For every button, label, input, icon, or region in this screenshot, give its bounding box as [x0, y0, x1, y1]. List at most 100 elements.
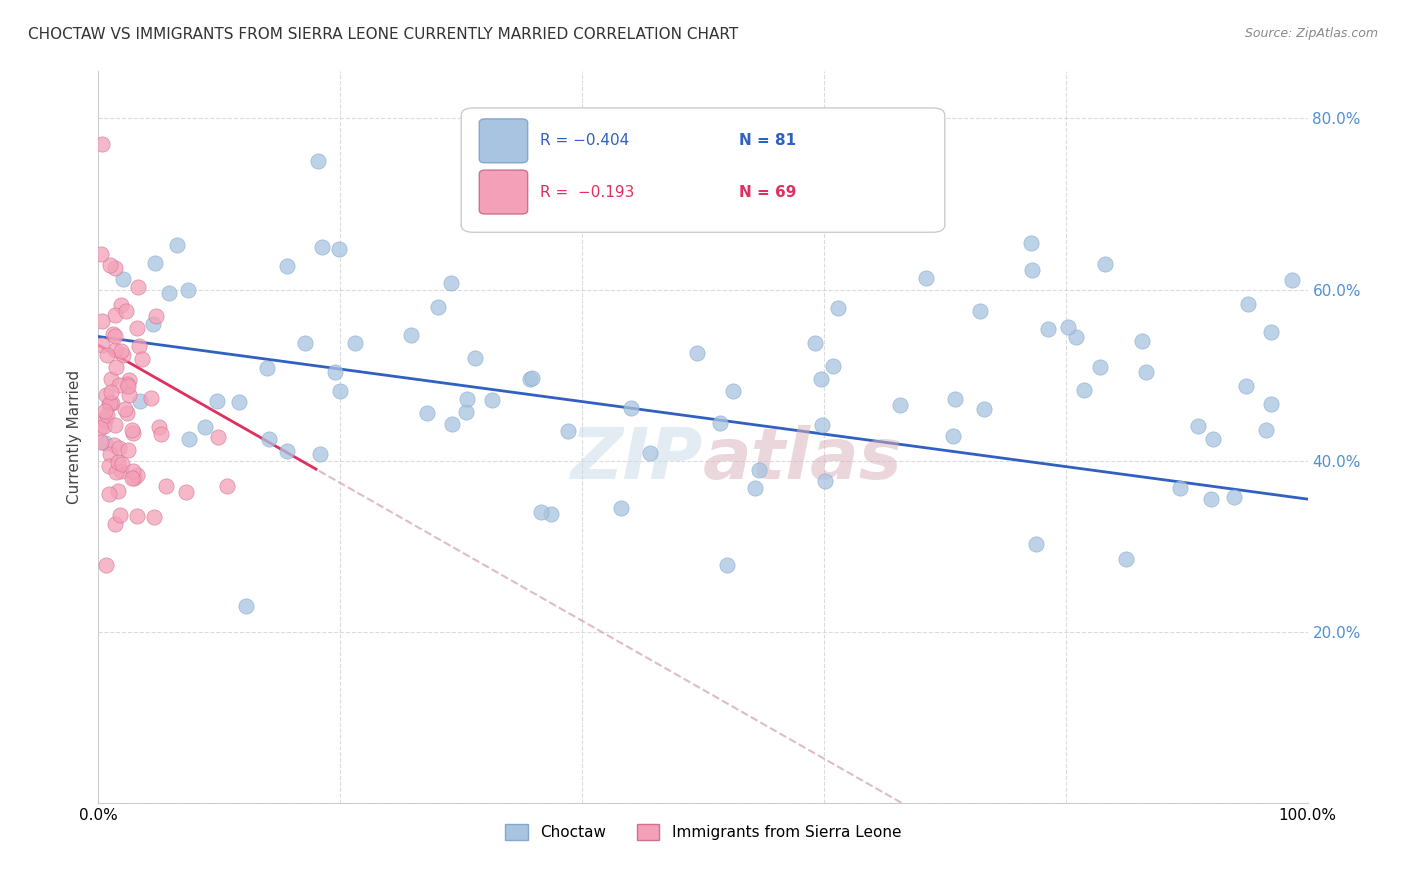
Choctaw: [609, 500, 631, 515]
Choctaw: [1223, 490, 1246, 504]
Choctaw: [325, 365, 347, 379]
Immigrants from Sierra Leone: [104, 260, 127, 275]
Immigrants from Sierra Leone: [108, 508, 131, 522]
Immigrants from Sierra Leone: [89, 420, 111, 434]
Immigrants from Sierra Leone: [131, 352, 153, 367]
Choctaw: [620, 401, 643, 415]
Immigrants from Sierra Leone: [90, 435, 112, 450]
Choctaw: [276, 259, 298, 273]
Immigrants from Sierra Leone: [110, 343, 132, 358]
Choctaw: [1021, 263, 1043, 277]
Choctaw: [166, 238, 188, 252]
Choctaw: [1135, 365, 1157, 379]
Choctaw: [1202, 433, 1225, 447]
Immigrants from Sierra Leone: [103, 326, 125, 341]
Immigrants from Sierra Leone: [124, 470, 146, 484]
Choctaw: [1281, 273, 1303, 287]
Immigrants from Sierra Leone: [125, 320, 148, 334]
Choctaw: [530, 505, 553, 519]
Immigrants from Sierra Leone: [107, 455, 129, 469]
Choctaw: [686, 346, 709, 360]
Immigrants from Sierra Leone: [104, 516, 127, 531]
Choctaw: [1057, 320, 1080, 334]
Immigrants from Sierra Leone: [107, 484, 129, 499]
Immigrants from Sierra Leone: [127, 509, 149, 524]
Choctaw: [1237, 297, 1260, 311]
Choctaw: [557, 424, 579, 438]
Choctaw: [142, 317, 165, 331]
Choctaw: [716, 558, 738, 572]
Immigrants from Sierra Leone: [118, 373, 141, 387]
Text: atlas: atlas: [703, 425, 903, 493]
Choctaw: [1019, 236, 1042, 251]
Immigrants from Sierra Leone: [100, 372, 122, 386]
Choctaw: [540, 507, 562, 521]
Choctaw: [1254, 423, 1277, 437]
Choctaw: [520, 371, 543, 385]
Choctaw: [721, 384, 744, 398]
Choctaw: [638, 446, 661, 460]
Choctaw: [1260, 397, 1282, 411]
Choctaw: [257, 432, 280, 446]
Choctaw: [129, 394, 152, 409]
Immigrants from Sierra Leone: [110, 298, 132, 312]
Immigrants from Sierra Leone: [96, 388, 118, 402]
Immigrants from Sierra Leone: [91, 137, 114, 152]
Choctaw: [519, 372, 541, 386]
Choctaw: [709, 416, 731, 430]
Immigrants from Sierra Leone: [91, 338, 114, 352]
Immigrants from Sierra Leone: [121, 423, 143, 437]
Choctaw: [969, 304, 991, 318]
Choctaw: [1090, 359, 1112, 374]
Immigrants from Sierra Leone: [98, 396, 121, 410]
Immigrants from Sierra Leone: [94, 403, 117, 417]
Choctaw: [94, 436, 117, 450]
Text: ZIP: ZIP: [571, 425, 703, 493]
Choctaw: [205, 394, 228, 409]
Immigrants from Sierra Leone: [96, 558, 118, 573]
Choctaw: [440, 417, 463, 431]
Immigrants from Sierra Leone: [148, 420, 170, 434]
Immigrants from Sierra Leone: [96, 348, 118, 362]
Choctaw: [942, 429, 965, 443]
Choctaw: [112, 272, 135, 286]
Choctaw: [1064, 329, 1087, 343]
Immigrants from Sierra Leone: [104, 359, 127, 374]
Choctaw: [811, 417, 834, 432]
Immigrants from Sierra Leone: [108, 378, 131, 392]
Text: Source: ZipAtlas.com: Source: ZipAtlas.com: [1244, 27, 1378, 40]
Choctaw: [235, 599, 257, 613]
Choctaw: [401, 327, 423, 342]
Immigrants from Sierra Leone: [115, 406, 138, 420]
Text: R = −0.404: R = −0.404: [540, 133, 628, 148]
FancyBboxPatch shape: [461, 108, 945, 232]
Choctaw: [803, 336, 825, 351]
Immigrants from Sierra Leone: [122, 464, 145, 478]
Choctaw: [810, 372, 832, 386]
Immigrants from Sierra Leone: [104, 465, 127, 479]
Choctaw: [194, 419, 217, 434]
Immigrants from Sierra Leone: [111, 457, 134, 471]
Immigrants from Sierra Leone: [143, 509, 166, 524]
Choctaw: [744, 481, 766, 495]
Text: R =  −0.193: R = −0.193: [540, 185, 634, 200]
Choctaw: [309, 447, 332, 461]
Immigrants from Sierra Leone: [101, 396, 124, 410]
Choctaw: [456, 405, 478, 419]
Immigrants from Sierra Leone: [117, 387, 139, 401]
Immigrants from Sierra Leone: [100, 384, 122, 399]
Immigrants from Sierra Leone: [104, 328, 127, 343]
Immigrants from Sierra Leone: [104, 417, 127, 432]
Immigrants from Sierra Leone: [207, 430, 229, 444]
Immigrants from Sierra Leone: [128, 339, 150, 353]
Choctaw: [328, 242, 350, 256]
Choctaw: [1199, 492, 1222, 507]
Choctaw: [814, 474, 837, 488]
Choctaw: [1073, 383, 1095, 397]
Immigrants from Sierra Leone: [127, 468, 149, 483]
Immigrants from Sierra Leone: [110, 464, 132, 478]
Choctaw: [827, 301, 849, 316]
Immigrants from Sierra Leone: [115, 376, 138, 391]
Choctaw: [1234, 379, 1257, 393]
Immigrants from Sierra Leone: [215, 479, 238, 493]
